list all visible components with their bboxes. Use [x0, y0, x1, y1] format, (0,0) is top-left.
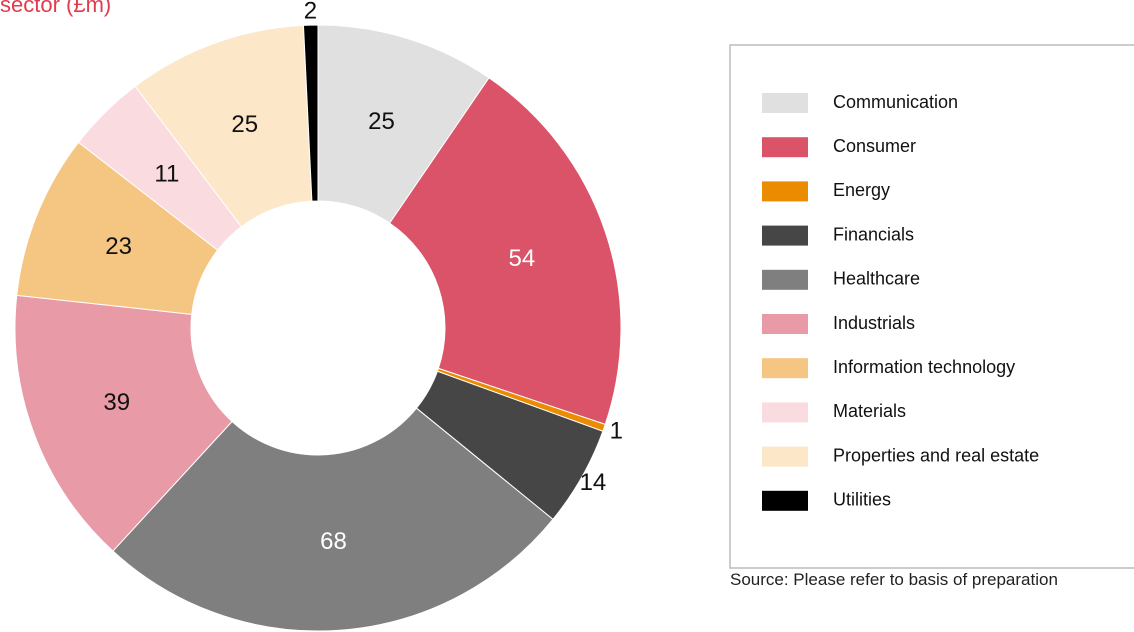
data-label: 14: [580, 469, 607, 496]
legend-swatch: [762, 137, 808, 158]
slice: [112, 407, 554, 632]
legend-label: Consumer: [833, 136, 916, 156]
legend-label: Materials: [833, 401, 906, 421]
legend-box: [729, 44, 1134, 569]
legend-swatch: [762, 314, 808, 334]
legend-label: Information technology: [833, 357, 1015, 377]
legend-swatch: [762, 93, 808, 113]
legend-label: Properties and real estate: [833, 445, 1039, 465]
data-label: 11: [154, 160, 179, 187]
data-label: 39: [103, 389, 130, 416]
legend-label: Energy: [833, 180, 890, 200]
data-label: 54: [508, 245, 535, 272]
slice: [302, 24, 319, 202]
legend-label: Financials: [833, 224, 914, 244]
data-label: 25: [231, 111, 258, 138]
chart-title: sector (£m): [0, 0, 111, 17]
legend-label: Industrials: [833, 313, 915, 333]
legend-swatch: [762, 402, 808, 423]
slice: [14, 294, 233, 552]
data-label: 68: [320, 528, 347, 555]
data-label: 2: [304, 0, 317, 24]
legend-swatch: [762, 358, 808, 379]
legend-swatch: [762, 225, 808, 246]
legend-label: Communication: [833, 92, 958, 112]
legend-label: Healthcare: [833, 269, 920, 289]
legend-swatch: [762, 446, 808, 467]
legend-swatch: [762, 490, 808, 511]
data-label: 23: [105, 233, 132, 260]
data-label: 1: [610, 417, 623, 444]
legend-label: Utilities: [833, 490, 891, 510]
legend-swatch: [762, 269, 808, 290]
legend-swatch: [762, 181, 808, 202]
slice: [388, 77, 622, 426]
data-label: 25: [368, 108, 395, 135]
source-note: Source: Please refer to basis of prepara…: [730, 570, 1058, 589]
